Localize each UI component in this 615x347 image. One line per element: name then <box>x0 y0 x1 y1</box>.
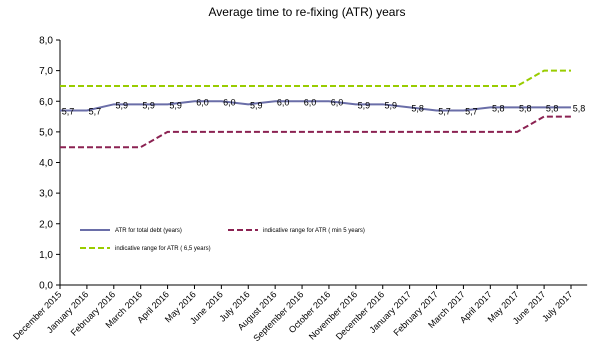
data-label: 5,8 <box>492 103 505 113</box>
data-label: 5,9 <box>169 100 182 110</box>
legend-label: indicative range for ATR ( min 5 years) <box>263 228 365 234</box>
data-label: 5,9 <box>250 100 263 110</box>
y-tick-label: 4,0 <box>39 158 53 169</box>
y-tick-label: 3,0 <box>39 189 53 200</box>
y-tick-label: 5,0 <box>39 127 53 138</box>
data-label: 5,8 <box>573 103 586 113</box>
data-label: 6,0 <box>196 97 209 107</box>
data-label: 6,0 <box>304 97 317 107</box>
data-label: 5,9 <box>384 100 397 110</box>
data-label: 6,0 <box>331 97 344 107</box>
chart-title: Average time to re-fixing (ATR) years <box>209 5 406 19</box>
y-tick-label: 7,0 <box>39 66 53 77</box>
x-tick-label: December 2016 <box>334 289 386 341</box>
series-line <box>60 69 571 87</box>
data-label: 5,8 <box>519 103 532 113</box>
data-label: 5,9 <box>358 100 371 110</box>
data-label: 5,7 <box>89 106 102 116</box>
series-line <box>60 100 571 112</box>
data-label: 6,0 <box>223 97 236 107</box>
legend-label: indicative range for ATR ( 6,5 years) <box>115 246 211 252</box>
data-label: 5,8 <box>546 103 559 113</box>
data-label: 5,7 <box>438 106 451 116</box>
y-tick-label: 6,0 <box>39 97 53 108</box>
data-label: 5,7 <box>62 106 75 116</box>
data-label: 5,9 <box>116 100 129 110</box>
y-tick-label: 8,0 <box>39 36 53 47</box>
data-label: 6,0 <box>277 97 290 107</box>
data-label: 5,8 <box>411 103 424 113</box>
y-tick-label: 1,0 <box>39 250 53 261</box>
x-tick-label: November 2016 <box>307 289 359 341</box>
series-line <box>60 115 571 149</box>
y-tick-label: 2,0 <box>39 219 53 230</box>
data-label: 5,7 <box>465 106 478 116</box>
data-label: 5,9 <box>142 100 155 110</box>
y-tick-label: 0,0 <box>39 281 53 292</box>
legend-label: ATR for total debt (years) <box>115 228 182 234</box>
x-tick-label: December 2015 <box>11 289 63 341</box>
